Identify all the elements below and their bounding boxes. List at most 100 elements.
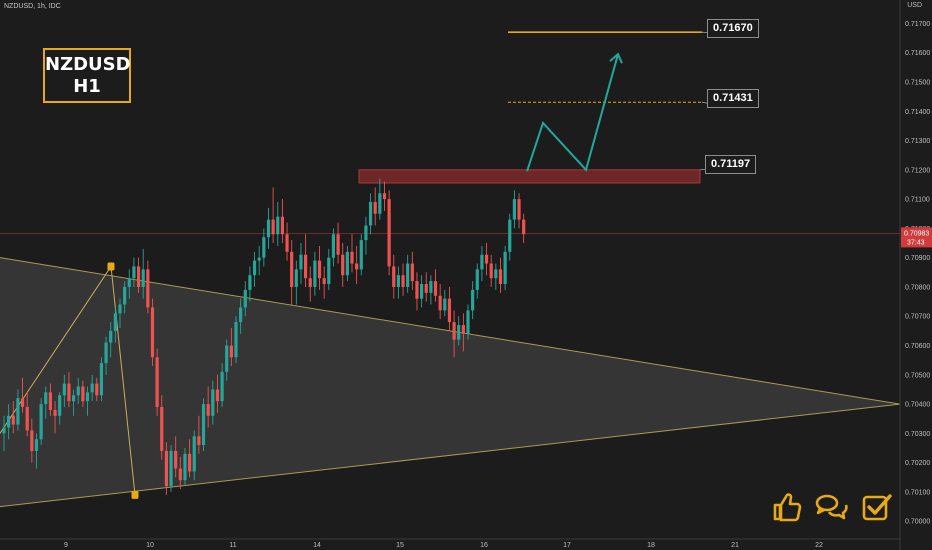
candle-body[interactable] [466,310,470,334]
candle-body[interactable] [95,383,99,396]
candle-body[interactable] [99,363,104,396]
candle-body[interactable] [517,199,521,220]
candle-body[interactable] [489,263,493,279]
candle-body[interactable] [48,392,52,410]
candle-body[interactable] [484,254,489,264]
candle-body[interactable] [174,450,178,469]
candle-body[interactable] [438,295,442,311]
candle-body[interactable] [382,193,387,200]
candle-body[interactable] [39,404,43,440]
candle-body[interactable] [7,415,11,428]
candle-body[interactable] [192,436,196,472]
thumbs-up-icon[interactable] [770,490,804,524]
candle-body[interactable] [387,199,391,267]
candle-body[interactable] [72,395,76,402]
resistance-zone[interactable] [358,169,701,184]
candle-body[interactable] [146,269,150,308]
candle-body[interactable] [285,234,289,252]
candle-body[interactable] [30,430,34,451]
candle-body[interactable] [503,251,507,285]
candle-body[interactable] [58,395,62,416]
candle-body[interactable] [447,298,452,323]
candle-body[interactable] [415,281,419,299]
candle-body[interactable] [188,453,192,472]
candle-body[interactable] [118,304,122,314]
candle-body[interactable] [53,409,57,416]
candle-body[interactable] [508,219,512,252]
candle-body[interactable] [457,325,461,340]
candle-body[interactable] [308,278,312,287]
candle-body[interactable] [359,240,363,270]
candle-body[interactable] [313,260,317,287]
candle-body[interactable] [16,398,20,425]
candle-body[interactable] [392,266,396,287]
candle-body[interactable] [243,289,247,308]
candle-body[interactable] [396,275,400,287]
candle-body[interactable] [211,389,215,416]
candle-body[interactable] [248,275,252,290]
candle-body[interactable] [136,266,141,287]
candle-body[interactable] [262,237,266,258]
candle-body[interactable] [127,278,131,287]
candle-body[interactable] [443,298,447,311]
candle-body[interactable] [475,269,479,290]
comments-icon[interactable] [814,490,848,524]
candle-body[interactable] [229,345,233,358]
candle-body[interactable] [81,386,85,402]
currency-label[interactable]: USD [907,2,922,9]
candle-body[interactable] [341,254,345,276]
candle-body[interactable] [2,427,6,434]
candle-body[interactable] [410,263,414,282]
candle-body[interactable] [276,216,280,235]
candle-body[interactable] [345,251,349,276]
candle-body[interactable] [201,404,206,446]
candle-body[interactable] [280,216,284,235]
candle-body[interactable] [471,289,475,311]
candle-body[interactable] [109,330,113,343]
candle-body[interactable] [104,342,108,364]
candle-body[interactable] [160,407,164,451]
candle-body[interactable] [327,257,331,285]
wave-point-marker[interactable] [107,262,115,271]
candle-body[interactable] [34,439,39,451]
candle-body[interactable] [401,275,405,287]
candle-body[interactable] [220,371,224,402]
candle-body[interactable] [150,307,155,358]
candle-body[interactable] [317,260,322,279]
candle-body[interactable] [234,322,238,358]
candle-body[interactable] [164,450,168,487]
candle-body[interactable] [350,251,354,264]
candle-body[interactable] [11,415,15,425]
candle-body[interactable] [433,281,438,296]
candle-body[interactable] [123,286,127,305]
candle-body[interactable] [132,266,136,279]
candle-body[interactable] [206,404,210,416]
candle-body[interactable] [169,450,173,487]
candle-body[interactable] [155,357,159,408]
candle-body[interactable] [178,468,182,481]
candle-body[interactable] [294,269,298,287]
candle-body[interactable] [271,219,275,235]
candle-body[interactable] [252,260,257,276]
checkbox-icon[interactable] [860,490,894,524]
candle-body[interactable] [113,313,117,331]
candle-body[interactable] [257,257,261,261]
candle-body[interactable] [461,325,465,334]
candle-body[interactable] [304,254,308,279]
candle-body[interactable] [378,193,382,214]
candle-body[interactable] [498,269,503,285]
candle-body[interactable] [215,389,220,402]
candle-body[interactable] [364,225,368,241]
candle-body[interactable] [512,199,516,220]
candle-body[interactable] [406,263,410,287]
candle-body[interactable] [62,383,66,396]
candle-body[interactable] [239,307,243,323]
candle-body[interactable] [299,254,303,270]
candle-body[interactable] [90,383,94,393]
candle-body[interactable] [429,281,433,293]
price-axis[interactable] [900,0,932,550]
candle-body[interactable] [183,453,187,481]
candle-body[interactable] [452,322,456,340]
candle-body[interactable] [355,263,359,270]
